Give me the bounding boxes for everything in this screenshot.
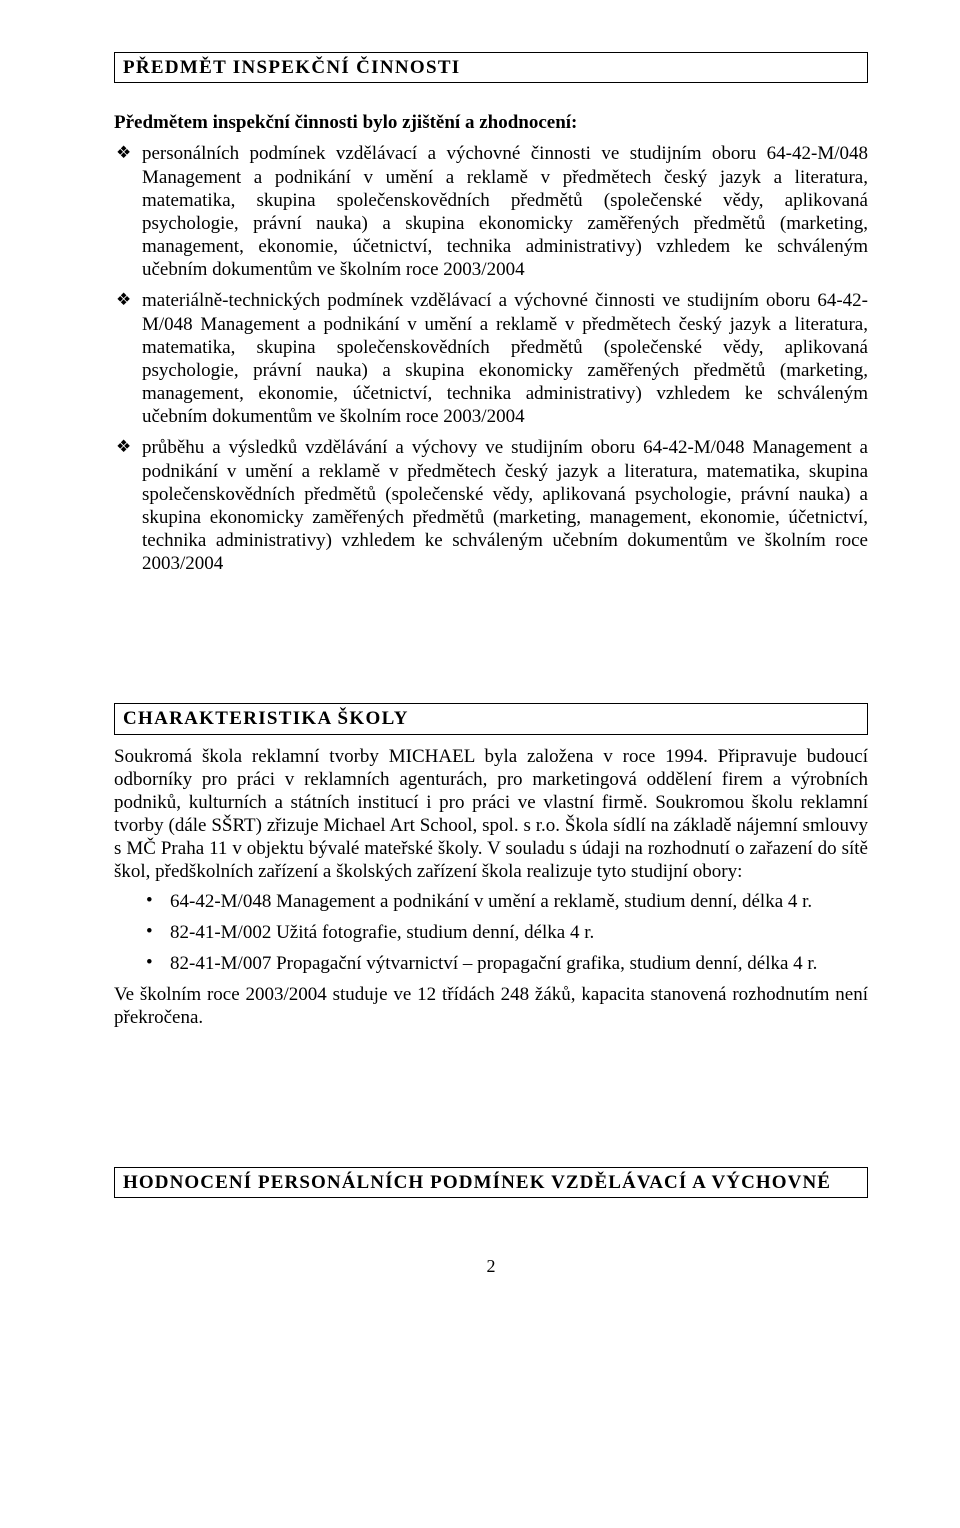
bullet-item: materiálně-technických podmínek vzděláva…	[114, 289, 868, 428]
section-title-hodnoceni: HODNOCENÍ PERSONÁLNÍCH PODMÍNEK VZDĚLÁVA…	[123, 1172, 831, 1193]
intro-text: Předmětem inspekční činnosti bylo zjiště…	[114, 111, 868, 134]
section-box-charakteristika: CHARAKTERISTIKA ŠKOLY	[114, 703, 868, 734]
charakteristika-paragraph: Soukromá škola reklamní tvorby MICHAEL b…	[114, 745, 868, 884]
page-number: 2	[114, 1256, 868, 1278]
bullet-item: průběhu a výsledků vzdělávání a výchovy …	[114, 436, 868, 575]
section-box-hodnoceni: HODNOCENÍ PERSONÁLNÍCH PODMÍNEK VZDĚLÁVA…	[114, 1167, 868, 1198]
obory-list: 64-42-M/048 Management a podnikání v umě…	[114, 890, 868, 976]
spacer	[114, 583, 868, 703]
obor-item: 82-41-M/007 Propagační výtvarnictví – pr…	[114, 952, 868, 975]
predmet-bullet-list: personálních podmínek vzdělávací a výcho…	[114, 142, 868, 575]
bullet-item: personálních podmínek vzdělávací a výcho…	[114, 142, 868, 281]
obor-item: 64-42-M/048 Management a podnikání v umě…	[114, 890, 868, 913]
section-title-charakteristika: CHARAKTERISTIKA ŠKOLY	[123, 708, 409, 729]
spacer	[114, 1049, 868, 1167]
section-title-predmet: PŘEDMĚT INSPEKČNÍ ČINNOSTI	[123, 57, 461, 78]
obor-item: 82-41-M/002 Užitá fotografie, studium de…	[114, 921, 868, 944]
section-box-predmet: PŘEDMĚT INSPEKČNÍ ČINNOSTI	[114, 52, 868, 83]
closing-paragraph: Ve školním roce 2003/2004 studuje ve 12 …	[114, 983, 868, 1029]
